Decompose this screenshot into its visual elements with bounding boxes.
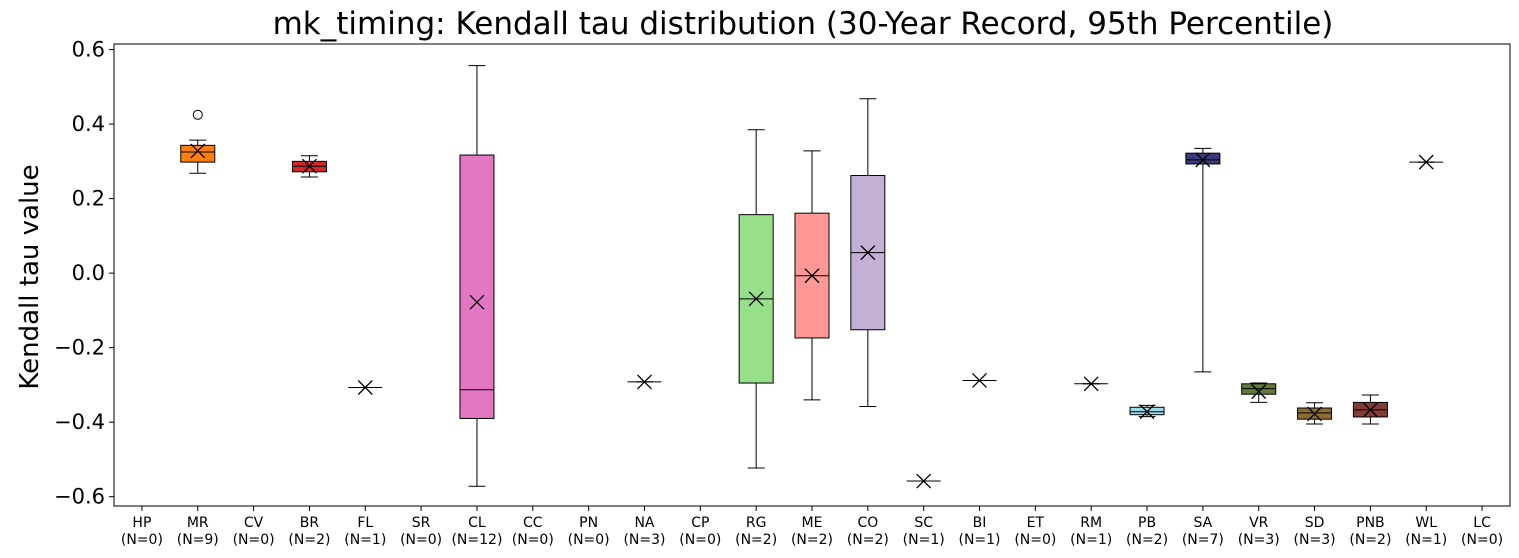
x-tick-count-vr: (N=3) — [1238, 532, 1280, 548]
x-tick-label-rm: RM — [1080, 515, 1102, 531]
y-tick-label: −0.4 — [54, 410, 105, 434]
x-tick-count-sr: (N=0) — [400, 532, 442, 548]
x-tick-count-lc: (N=0) — [1461, 532, 1503, 548]
x-tick-count-cl: (N=12) — [451, 532, 502, 548]
mean-marker-fl — [357, 380, 373, 395]
mean-marker-br — [301, 158, 317, 174]
x-tick-label-vr: VR — [1249, 515, 1269, 531]
x-tick-count-cv: (N=0) — [233, 532, 275, 548]
x-tick-count-pb: (N=2) — [1126, 532, 1168, 548]
x-tick-count-fl: (N=1) — [344, 532, 386, 548]
x-tick-count-rm: (N=1) — [1070, 532, 1112, 548]
x-tick-label-cp: CP — [691, 515, 709, 531]
x-tick-count-bi: (N=1) — [958, 532, 1000, 548]
x-tick-count-wl: (N=1) — [1405, 532, 1447, 548]
box-cl — [459, 154, 495, 419]
x-tick-count-br: (N=2) — [288, 532, 330, 548]
x-tick-label-cv: CV — [244, 515, 264, 531]
mean-marker-vr — [1251, 384, 1267, 400]
y-tick-label: 0.0 — [72, 261, 105, 285]
mean-marker-na — [637, 374, 652, 390]
x-tick-label-br: BR — [300, 515, 320, 531]
x-tick-label-cl: CL — [468, 515, 486, 531]
mean-marker-wl — [1418, 154, 1434, 170]
mean-marker-bi — [972, 372, 987, 388]
x-tick-label-hp: HP — [132, 515, 151, 531]
mean-marker-cl — [469, 294, 485, 310]
x-tick-count-cp: (N=0) — [679, 532, 721, 548]
x-tick-count-mr: (N=9) — [177, 532, 219, 548]
mean-marker-pnb — [1362, 402, 1378, 418]
mean-marker-co — [860, 245, 876, 261]
x-tick-label-mr: MR — [187, 515, 209, 531]
x-tick-label-bi: BI — [973, 515, 987, 531]
outlier-mr — [192, 109, 203, 120]
x-tick-count-hp: (N=0) — [121, 532, 163, 548]
x-tick-count-sa: (N=7) — [1182, 532, 1224, 548]
x-tick-label-co: CO — [857, 515, 878, 531]
x-tick-label-na: NA — [634, 515, 654, 531]
x-tick-count-na: (N=3) — [623, 532, 665, 548]
mean-marker-mr — [190, 143, 206, 159]
x-tick-label-sa: SA — [1194, 515, 1213, 531]
y-tick-label: −0.6 — [54, 485, 105, 509]
mean-marker-pb — [1139, 404, 1155, 420]
x-tick-label-wl: WL — [1415, 515, 1437, 531]
box-sa — [1185, 152, 1221, 165]
x-tick-count-me: (N=2) — [791, 532, 833, 548]
x-tick-count-cc: (N=0) — [512, 532, 554, 548]
x-tick-label-sd: SD — [1305, 515, 1325, 531]
y-tick-label: 0.2 — [72, 187, 105, 211]
x-tick-label-et: ET — [1027, 515, 1045, 531]
box-mr — [180, 144, 216, 163]
x-tick-count-et: (N=0) — [1014, 532, 1056, 548]
mean-marker-rm — [1083, 376, 1099, 392]
x-tick-label-cc: CC — [523, 515, 543, 531]
mean-marker-me — [804, 268, 820, 284]
x-tick-count-rg: (N=2) — [735, 532, 777, 548]
x-tick-count-pnb: (N=2) — [1349, 532, 1391, 548]
x-tick-label-pn: PN — [579, 515, 598, 531]
x-tick-count-sc: (N=1) — [903, 532, 945, 548]
mean-marker-sa — [1195, 152, 1211, 168]
x-tick-label-me: ME — [802, 515, 823, 531]
plot-area: −0.6−0.4−0.20.00.20.40.6HP(N=0)MR(N=9)CV… — [54, 38, 1511, 548]
x-tick-label-rg: RG — [746, 515, 767, 531]
x-tick-label-fl: FL — [357, 515, 373, 531]
x-tick-label-sc: SC — [914, 515, 933, 531]
x-tick-label-pnb: PNB — [1356, 515, 1385, 531]
x-tick-label-sr: SR — [412, 515, 431, 531]
x-tick-count-sd: (N=3) — [1294, 532, 1336, 548]
chart-title: mk_timing: Kendall tau distribution (30-… — [273, 6, 1334, 42]
mean-marker-sd — [1307, 406, 1323, 422]
x-tick-label-pb: PB — [1138, 515, 1156, 531]
mean-marker-rg — [748, 291, 764, 307]
y-tick-label: 0.6 — [72, 38, 105, 62]
mean-marker-sc — [916, 473, 932, 489]
x-tick-count-pn: (N=0) — [568, 532, 610, 548]
x-tick-count-co: (N=2) — [847, 532, 889, 548]
y-axis-label: Kendall tau value — [15, 164, 45, 389]
y-tick-label: 0.4 — [72, 112, 105, 136]
x-tick-label-lc: LC — [1473, 515, 1491, 531]
y-tick-label: −0.2 — [54, 336, 105, 360]
